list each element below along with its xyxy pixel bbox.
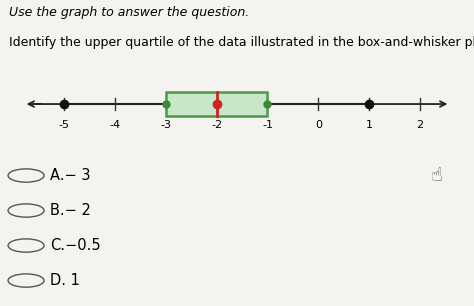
Text: Use the graph to answer the question.: Use the graph to answer the question. xyxy=(9,6,250,19)
Text: A.− 3: A.− 3 xyxy=(50,168,90,183)
Text: Identify the upper quartile of the data illustrated in the box-and-whisker plot.: Identify the upper quartile of the data … xyxy=(9,36,474,49)
Text: 1: 1 xyxy=(365,120,373,130)
Text: D. 1: D. 1 xyxy=(50,273,80,288)
Text: -1: -1 xyxy=(262,120,273,130)
Text: 0: 0 xyxy=(315,120,322,130)
Text: -5: -5 xyxy=(59,120,70,130)
Bar xyxy=(166,92,267,116)
Text: C.−0.5: C.−0.5 xyxy=(50,238,100,253)
Text: B.− 2: B.− 2 xyxy=(50,203,91,218)
Text: -2: -2 xyxy=(211,120,222,130)
Text: 2: 2 xyxy=(416,120,423,130)
Text: -4: -4 xyxy=(109,120,121,130)
Text: -3: -3 xyxy=(160,120,172,130)
Text: ☝: ☝ xyxy=(430,166,442,185)
